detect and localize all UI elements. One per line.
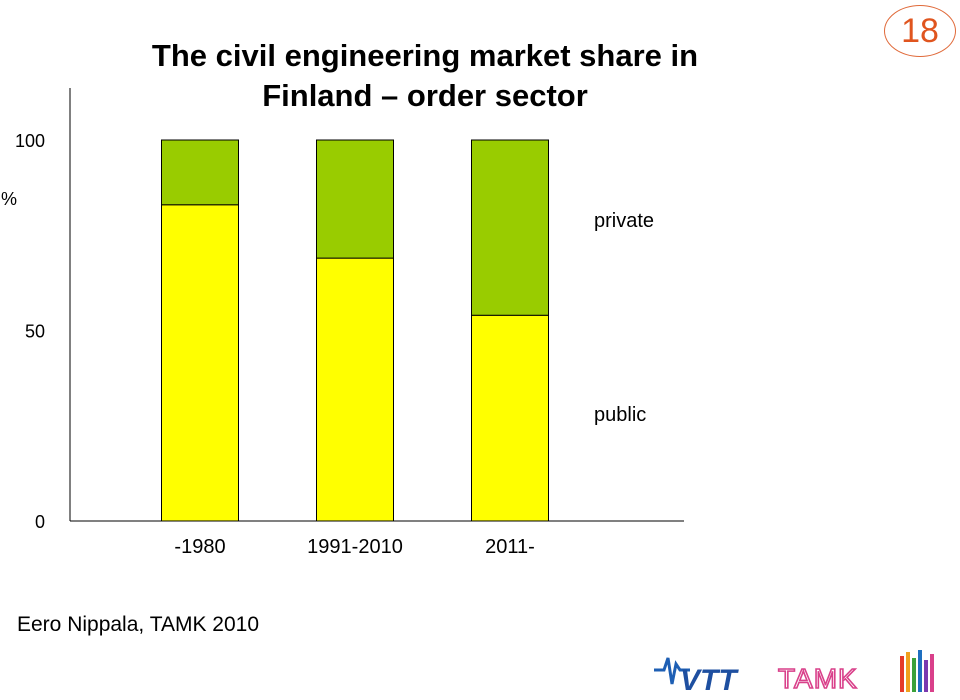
bar-private-1 <box>161 139 239 206</box>
chart-title: The civil engineering market share in Fi… <box>95 36 755 116</box>
chart-title-line-1: The civil engineering market share in <box>151 38 699 73</box>
bar-public-1 <box>161 204 239 522</box>
university-mark-logo <box>900 650 934 692</box>
x-tick-label: 2011- <box>485 536 535 558</box>
bar-public-2 <box>316 257 394 522</box>
series-label-public: public <box>594 404 646 426</box>
vtt-logo-text: VTT <box>680 664 739 696</box>
author-credit: Eero Nippala, TAMK 2010 <box>17 613 260 636</box>
bar-private-2 <box>316 139 394 259</box>
partner-logos: VTT TAMK <box>654 650 934 696</box>
bar-public-3 <box>471 314 549 522</box>
tamk-logo-text: TAMK <box>778 663 858 694</box>
stacked-bar-chart: -1980 1991-2010 2011- 0 50 100% public private <box>1 88 684 558</box>
series-label-private: private <box>594 210 654 232</box>
page-number: 18 <box>884 5 956 57</box>
y-axis-label: % <box>1 189 17 209</box>
y-tick-label: 0 <box>35 512 45 532</box>
x-tick-label: 1991-2010 <box>307 536 403 558</box>
y-tick-label: 50 <box>25 322 45 342</box>
x-tick-label: -1980 <box>174 536 225 558</box>
tamk-logo: TAMK <box>777 662 858 695</box>
vtt-logo: VTT <box>654 657 739 696</box>
bar-private-3 <box>471 139 549 316</box>
chart-title-line-2: Finland – order sector <box>262 78 588 113</box>
y-tick-label: 100 <box>15 131 45 151</box>
